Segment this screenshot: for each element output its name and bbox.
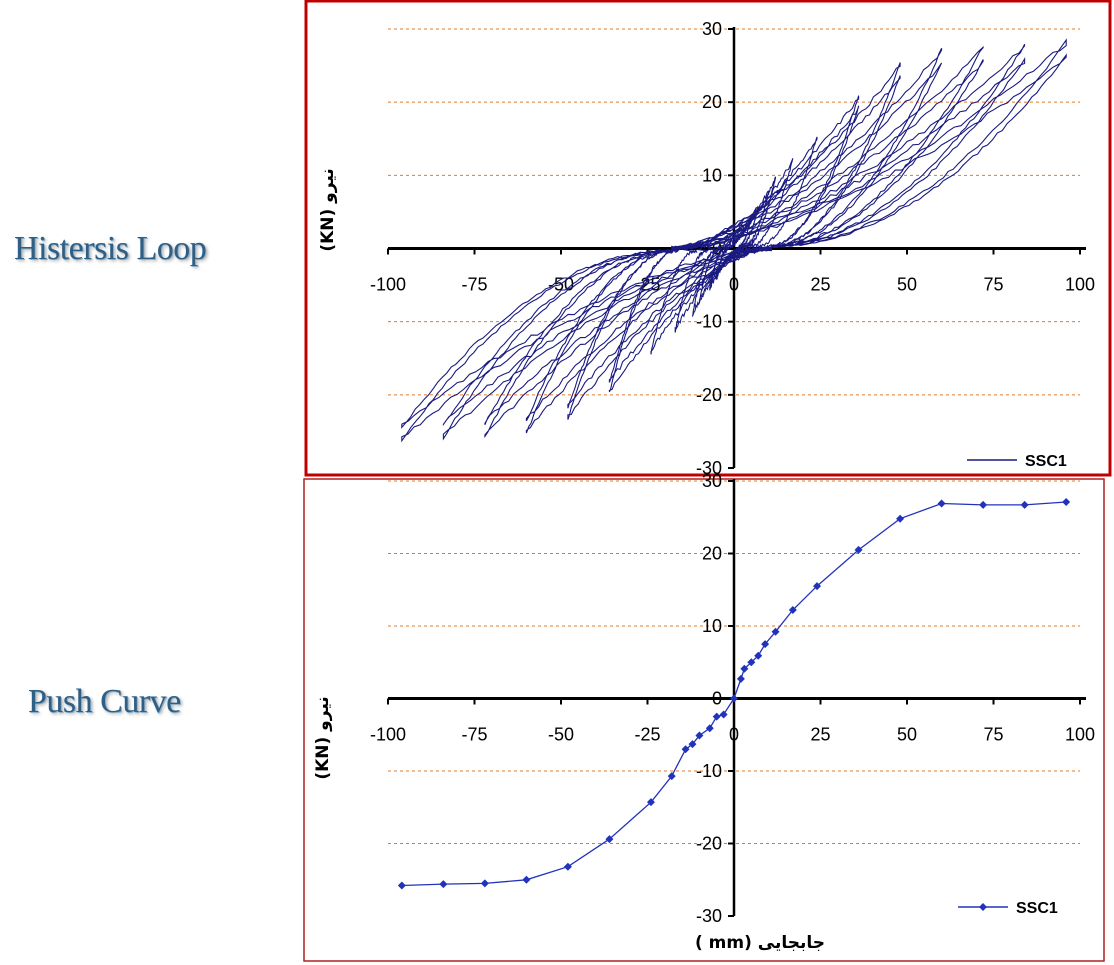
data-point bbox=[480, 879, 489, 888]
x-tick-label: 25 bbox=[810, 725, 830, 745]
data-point bbox=[736, 674, 745, 683]
legend-label: SSC1 bbox=[1025, 453, 1067, 470]
x-tick-label: 75 bbox=[983, 725, 1003, 745]
y-tick-label: -20 bbox=[696, 385, 722, 405]
y-tick-label: 20 bbox=[702, 544, 722, 564]
data-point bbox=[605, 835, 614, 844]
data-point bbox=[754, 651, 763, 660]
y-tick-label: -20 bbox=[696, 834, 722, 854]
data-point bbox=[705, 724, 714, 733]
x-tick-label: -100 bbox=[370, 275, 406, 295]
data-point bbox=[712, 712, 721, 721]
x-tick-label: -100 bbox=[370, 725, 406, 745]
data-point bbox=[813, 582, 822, 591]
legend-label: SSC1 bbox=[1016, 900, 1058, 917]
y-tick-label: -30 bbox=[696, 458, 722, 478]
x-tick-label: -25 bbox=[634, 725, 660, 745]
data-point bbox=[937, 499, 946, 508]
x-tick-label: -75 bbox=[461, 275, 487, 295]
x-tick-label: 0 bbox=[729, 725, 739, 745]
data-point bbox=[1020, 500, 1029, 509]
y-tick-label: -10 bbox=[696, 761, 722, 781]
hysteresis-chart: -100 -75 -50 -25 0 25 50 75 100-30-20-100102030(… bbox=[318, 19, 1095, 478]
hysteresis-chart-frame bbox=[304, 0, 1112, 477]
data-point bbox=[1062, 498, 1071, 507]
histersis-loop-label: Histersis Loop bbox=[14, 230, 207, 267]
series-ssc1-line bbox=[401, 38, 1067, 443]
data-point bbox=[788, 606, 797, 615]
y-tick-label: -30 bbox=[696, 906, 722, 926]
x-tick-label: 50 bbox=[897, 725, 917, 745]
data-point bbox=[730, 694, 738, 703]
legend-marker bbox=[979, 903, 987, 911]
x-tick-label: -75 bbox=[461, 725, 487, 745]
x-tick-label: 100 bbox=[1065, 275, 1095, 295]
data-point bbox=[747, 658, 756, 667]
data-point bbox=[896, 514, 905, 523]
data-point bbox=[688, 740, 697, 749]
x-tick-label: 25 bbox=[810, 275, 830, 295]
push-curve-label: Push Curve bbox=[28, 683, 181, 720]
x-tick-label: 0 bbox=[729, 275, 739, 295]
x-tick-label: 100 bbox=[1065, 725, 1095, 745]
y-tick-label: 10 bbox=[702, 165, 722, 185]
legend: SSC1 bbox=[967, 453, 1067, 470]
data-point bbox=[719, 710, 728, 719]
x-tick-label: 50 bbox=[897, 275, 917, 295]
data-point bbox=[563, 862, 572, 871]
y-tick-label: 30 bbox=[702, 19, 722, 39]
x-axis-label: ( mm) جابجایی bbox=[695, 933, 825, 953]
y-tick-label: 10 bbox=[702, 616, 722, 636]
y-tick-label: 30 bbox=[702, 471, 722, 491]
x-tick-label: 75 bbox=[983, 275, 1003, 295]
data-point bbox=[667, 772, 676, 781]
y-axis-label: (KN) نیرو bbox=[318, 168, 338, 251]
data-point bbox=[397, 881, 406, 890]
push-chart-frame bbox=[303, 478, 1105, 962]
data-point bbox=[771, 627, 780, 636]
data-point bbox=[740, 664, 749, 673]
x-tick-label: -50 bbox=[548, 725, 574, 745]
y-tick-label: -10 bbox=[696, 312, 722, 332]
data-point bbox=[979, 500, 988, 509]
data-point bbox=[439, 880, 448, 889]
legend: SSC1 bbox=[958, 900, 1058, 917]
y-tick-label: 20 bbox=[702, 92, 722, 112]
data-point bbox=[681, 745, 690, 754]
data-point bbox=[695, 731, 704, 740]
data-point bbox=[646, 798, 655, 807]
y-axis-label: (KN) نیرو bbox=[313, 696, 333, 779]
data-point bbox=[854, 545, 863, 554]
data-point bbox=[522, 875, 531, 884]
y-tick-label: 0 bbox=[712, 689, 722, 709]
push-chart: -100 -75 -50 -25 0 25 50 75 100-30-20-100102030(… bbox=[313, 471, 1095, 953]
data-point bbox=[761, 640, 770, 649]
